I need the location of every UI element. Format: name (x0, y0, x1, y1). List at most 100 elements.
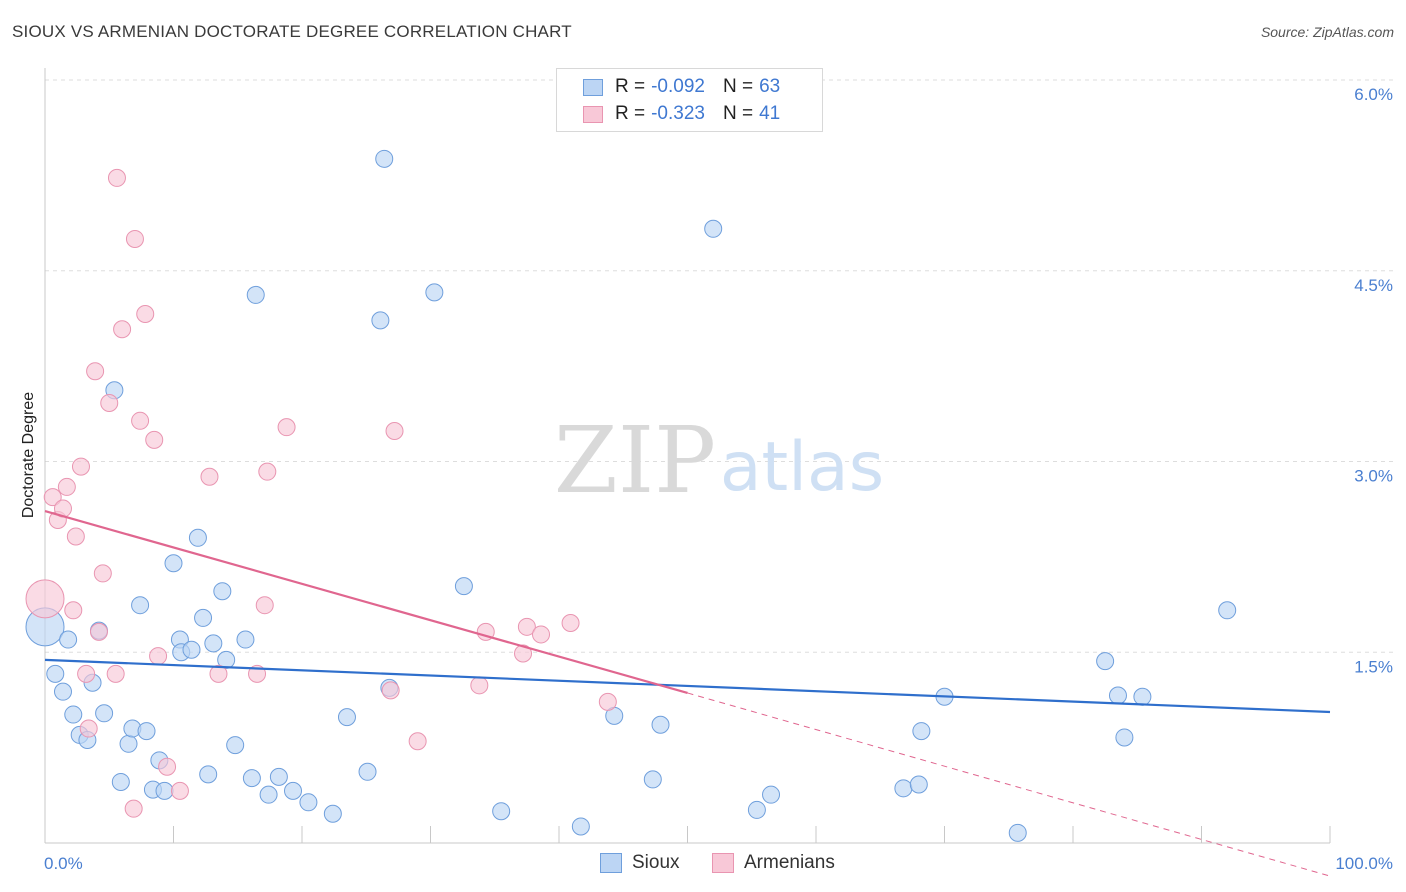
armenian-point (517, 617, 536, 636)
legend-item-sioux[interactable]: Sioux (600, 852, 680, 874)
armenian-point (100, 394, 119, 413)
sioux-point (454, 577, 473, 596)
axis-labels: 1.5% 3.0% 4.5% 6.0% 0.0% 100.0% Doctorate Degr… (20, 85, 1393, 873)
armenian-point (66, 527, 85, 546)
sioux-point (242, 769, 261, 788)
sioux-point (137, 722, 156, 741)
sioux-point (217, 650, 236, 669)
armenian-point (136, 304, 155, 323)
armenian-swatch (712, 853, 734, 873)
armenian-point (514, 644, 533, 663)
armenian-point (89, 622, 108, 641)
sioux-trend-line (44, 658, 1331, 714)
y-axis-title: Doctorate Degree (20, 392, 37, 518)
y-tick-label: 6.0% (1354, 85, 1393, 104)
armenian-point (408, 732, 427, 751)
sioux-point (299, 793, 318, 812)
armenian-point (25, 579, 65, 619)
sioux-point (226, 736, 245, 755)
armenian-point (200, 467, 219, 486)
sioux-point (119, 734, 138, 753)
sioux-point (358, 762, 377, 781)
armenian-point (125, 229, 144, 248)
sioux-point (375, 149, 394, 168)
armenian-point (131, 411, 150, 430)
sioux-point (164, 554, 183, 573)
armenian-point (77, 664, 96, 683)
armenian-point (145, 430, 164, 449)
sioux-point (894, 779, 913, 798)
armenian-point (79, 719, 98, 738)
sioux-point (1218, 601, 1237, 620)
armenian-point (57, 477, 76, 496)
sioux-point (236, 630, 255, 649)
sioux-point (199, 765, 218, 784)
armenian-point (170, 781, 189, 800)
sioux-point (95, 704, 114, 723)
sioux-point (323, 804, 342, 823)
sioux-point (1115, 728, 1134, 747)
legend-item-armenians[interactable]: Armenians (712, 852, 835, 874)
sioux-point (59, 630, 78, 649)
armenian-points (25, 168, 617, 818)
armenian-point (124, 799, 143, 818)
armenian-point (86, 362, 105, 381)
legend-row-sioux: R = -0.092 N = 63 (583, 75, 780, 99)
sioux-point (762, 785, 781, 804)
sioux-point (111, 772, 130, 791)
armenian-swatch (583, 105, 603, 123)
sioux-point (194, 608, 213, 627)
legend-label: Sioux (632, 852, 680, 873)
sioux-point (1133, 687, 1152, 706)
sioux-point (259, 785, 278, 804)
sioux-swatch (600, 853, 622, 873)
x-tick-label: 100.0% (1335, 854, 1393, 873)
armenian-point (277, 418, 296, 437)
n-label: N = (722, 103, 754, 124)
armenian-point (598, 692, 617, 711)
armenian-point (106, 664, 125, 683)
sioux-point (246, 285, 265, 304)
source-credit: Source: ZipAtlas.com (1260, 24, 1394, 40)
sioux-point (651, 715, 670, 734)
legend-label: Armenians (744, 852, 835, 873)
sioux-point (284, 781, 303, 800)
n-value: 41 (759, 103, 781, 124)
armenian-point (209, 664, 228, 683)
armenian-point (381, 681, 400, 700)
sioux-point (155, 781, 174, 800)
r-value: -0.323 (651, 103, 705, 124)
armenian-point (385, 421, 404, 440)
sioux-point (912, 722, 931, 741)
sioux-point (492, 802, 511, 821)
sioux-point (46, 664, 65, 683)
sioux-point (704, 219, 723, 238)
sioux-points (25, 149, 1237, 842)
n-label: N = (722, 76, 754, 97)
armenian-point (93, 564, 112, 583)
sioux-point (1108, 686, 1127, 705)
axes (44, 68, 1331, 844)
sioux-swatch (583, 78, 603, 96)
sioux-point (1008, 823, 1027, 842)
sioux-point (182, 640, 201, 659)
correlation-legend: R = -0.092 N = 63 R = -0.323 N = 41 (556, 68, 823, 132)
armenian-point (561, 614, 580, 633)
sioux-point (131, 596, 150, 615)
y-tick-label: 3.0% (1354, 467, 1393, 486)
chart-title: SIOUX VS ARMENIAN DOCTORATE DEGREE CORRE… (12, 22, 572, 41)
armenian-point (71, 457, 90, 476)
sioux-point (909, 775, 928, 794)
grid-lines (45, 79, 1395, 653)
sioux-point (1096, 652, 1115, 671)
watermark-zip: ZIP (554, 407, 716, 514)
legend-row-armenians: R = -0.323 N = 41 (583, 102, 780, 126)
sioux-point (371, 311, 390, 330)
y-tick-label: 4.5% (1354, 276, 1393, 295)
armenian-point (149, 647, 168, 666)
x-tick-label: 0.0% (44, 854, 83, 873)
watermark-atlas: atlas (720, 428, 884, 507)
y-tick-label: 1.5% (1354, 657, 1393, 676)
armenian-point (107, 168, 126, 187)
